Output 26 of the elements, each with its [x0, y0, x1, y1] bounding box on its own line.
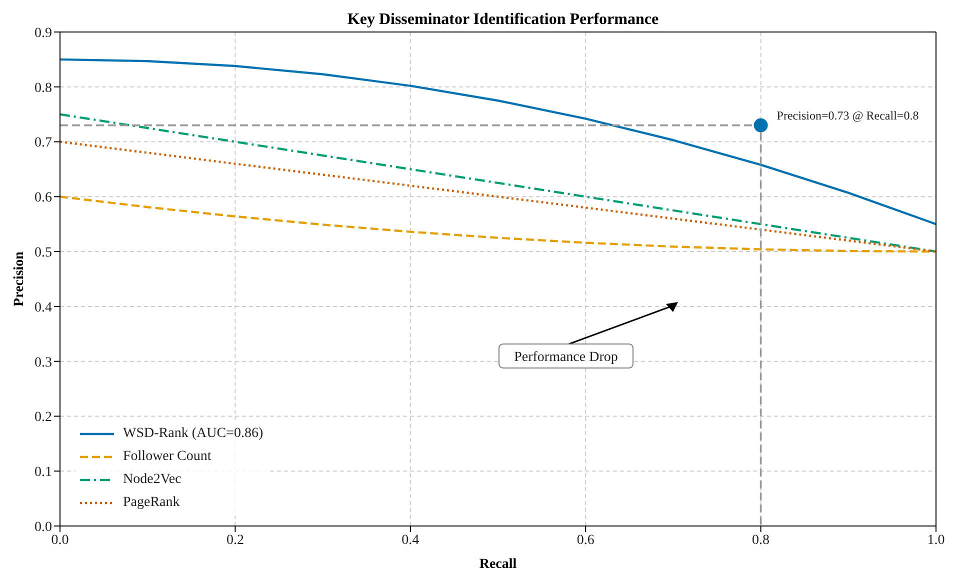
y-tick-label: 0.3	[34, 355, 52, 370]
legend-label: Node2Vec	[123, 472, 182, 488]
line-series	[60, 58, 936, 226]
annotation: Precision=0.73 @ Recall=0.8	[776, 108, 919, 122]
y-tick-label: 0.6	[34, 190, 52, 206]
y-tick-label: 0.1	[34, 465, 52, 480]
x-tick-label: 0.4	[402, 532, 420, 548]
x-tick-label: 1.0	[927, 532, 945, 548]
annotation: Performance Drop	[514, 350, 618, 365]
legend-label: PageRank	[123, 494, 180, 510]
y-tick-label: 0.8	[34, 80, 52, 96]
y-tick-label: 0.9	[34, 26, 52, 41]
chart-title: Key Disseminator Identification Performance	[347, 11, 659, 28]
x-tick-label: 0.6	[576, 532, 594, 548]
x-tick-label: 0.8	[752, 532, 770, 548]
x-tick-label: 0.0	[51, 532, 69, 548]
y-tick-label: 0.5	[34, 246, 52, 261]
x-tick-label: 0.2	[226, 532, 244, 548]
x-axis-title: Recall	[479, 557, 517, 570]
legend-label: Follower Count	[123, 448, 212, 464]
y-tick-label: 0.4	[34, 300, 52, 316]
y-tick-label: 0.0	[34, 520, 52, 535]
y-tick-label: 0.7	[34, 136, 52, 151]
legend-label: WSD-Rank (AUC=0.86)	[123, 426, 264, 442]
y-tick-label: 0.2	[34, 410, 52, 426]
y-axis-title: Precision	[12, 251, 27, 306]
